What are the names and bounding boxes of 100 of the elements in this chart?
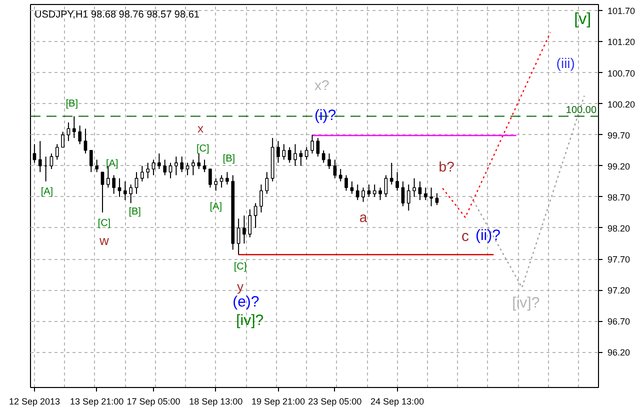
y-tick-label: 99.70 bbox=[608, 130, 630, 140]
x-tick-label: 23 Sep 05:00 bbox=[308, 396, 362, 406]
annotation: [B] bbox=[222, 154, 236, 165]
candlestick bbox=[192, 159, 195, 176]
y-tick-label: 98.70 bbox=[608, 192, 630, 202]
candlestick bbox=[435, 192, 439, 206]
candlestick bbox=[89, 150, 93, 173]
candlestick bbox=[134, 172, 138, 194]
annotation: c bbox=[462, 228, 470, 246]
candlestick bbox=[50, 152, 54, 170]
candlestick bbox=[220, 174, 224, 188]
candlestick bbox=[276, 140, 280, 164]
candlestick bbox=[412, 178, 416, 198]
candlestick bbox=[78, 125, 82, 145]
candlestick bbox=[95, 159, 98, 173]
candlestick bbox=[384, 174, 388, 198]
y-tick-label: 96.70 bbox=[608, 316, 630, 327]
candlestick bbox=[390, 162, 394, 186]
candlestick bbox=[344, 174, 348, 192]
y-tick-label: 97.70 bbox=[608, 254, 630, 265]
candlestick bbox=[118, 178, 122, 198]
candlestick bbox=[158, 152, 161, 170]
candlestick bbox=[84, 128, 88, 154]
annotation: x bbox=[198, 122, 204, 136]
candlestick bbox=[350, 180, 354, 194]
candlestick bbox=[316, 137, 320, 158]
candlestick bbox=[254, 202, 258, 228]
candlestick bbox=[362, 187, 365, 202]
x-tick-label: 18 Sep 13:00 bbox=[189, 396, 243, 406]
candlestick bbox=[418, 180, 422, 201]
annotation: [A] bbox=[40, 186, 54, 198]
x-tick-label: 19 Sep 21:00 bbox=[251, 396, 306, 406]
candlestick bbox=[248, 208, 252, 238]
y-tick-label: 101.70 bbox=[608, 6, 636, 16]
x-tick-label: 17 Sep 05:00 bbox=[126, 396, 180, 406]
text: USDJPY,H1 98.68 98.76 98.57 98.61 bbox=[34, 10, 200, 20]
annotation: (e)? bbox=[232, 293, 260, 310]
annotation: [C] bbox=[234, 262, 247, 273]
candlestick bbox=[100, 172, 104, 213]
candlestick bbox=[356, 184, 360, 201]
candlestick bbox=[299, 150, 303, 166]
candlestick bbox=[242, 215, 246, 244]
candlestick bbox=[406, 184, 410, 212]
candlestick bbox=[304, 146, 308, 160]
candlestick bbox=[174, 156, 178, 176]
candlestick bbox=[61, 131, 64, 148]
y-tick-label: 99.20 bbox=[608, 161, 630, 172]
candlestick bbox=[328, 152, 331, 170]
annotation: [v] bbox=[574, 10, 592, 28]
annotation: (i)? bbox=[314, 107, 336, 124]
candlestick bbox=[140, 165, 144, 182]
candlestick bbox=[38, 140, 42, 173]
candlestick bbox=[333, 159, 337, 179]
annotation: [C] bbox=[98, 218, 111, 230]
x-tick-label: 12 Sep 2013 bbox=[8, 396, 60, 406]
candlestick bbox=[396, 172, 399, 192]
candlestick bbox=[168, 162, 172, 179]
annotation: b? bbox=[438, 158, 455, 175]
candlestick bbox=[236, 218, 240, 256]
candlestick bbox=[66, 122, 70, 142]
y-tick-label: 100.70 bbox=[608, 68, 636, 78]
candlestick bbox=[214, 178, 218, 192]
candlestick bbox=[310, 134, 314, 154]
candlestick bbox=[180, 156, 184, 173]
candlestick bbox=[226, 172, 229, 186]
candlestick bbox=[282, 144, 286, 160]
annotation: (iii) bbox=[556, 54, 575, 71]
candlestick bbox=[367, 184, 371, 198]
candlestick bbox=[378, 187, 382, 201]
candlestick bbox=[163, 159, 167, 176]
candlestick bbox=[208, 168, 212, 188]
annotation: [C] bbox=[196, 144, 210, 155]
annotation: [B] bbox=[128, 206, 142, 218]
y-tick-label: 96.20 bbox=[608, 348, 630, 358]
annotation: (ii)? bbox=[475, 226, 500, 244]
candlestick bbox=[112, 174, 116, 194]
candlestick bbox=[197, 152, 201, 170]
candlestick bbox=[55, 144, 59, 160]
candlestick bbox=[260, 184, 263, 213]
candlestick bbox=[152, 159, 156, 176]
ref-line-label: 100.00 bbox=[566, 105, 597, 116]
candlestick bbox=[265, 172, 269, 194]
y-tick-label: 101.20 bbox=[608, 37, 636, 48]
annotation: [iv]? bbox=[236, 312, 264, 329]
candlestick bbox=[32, 144, 36, 164]
annotation: w bbox=[98, 232, 110, 248]
candlestick bbox=[322, 150, 326, 164]
candlestick bbox=[430, 187, 433, 207]
candlestick bbox=[401, 180, 405, 207]
x-tick-label: 24 Sep 13:00 bbox=[370, 396, 424, 406]
candlestick bbox=[186, 162, 190, 176]
candlestick bbox=[372, 184, 376, 198]
x-tick-label: 13 Sep 21:00 bbox=[70, 396, 124, 406]
y-tick-label: 97.20 bbox=[608, 286, 630, 296]
candlestick bbox=[294, 144, 297, 166]
annotation: [iv]? bbox=[512, 294, 540, 312]
annotation: x? bbox=[314, 77, 330, 94]
candlestick bbox=[146, 162, 150, 179]
candlestick bbox=[202, 159, 206, 173]
annotation: [A] bbox=[106, 158, 118, 170]
